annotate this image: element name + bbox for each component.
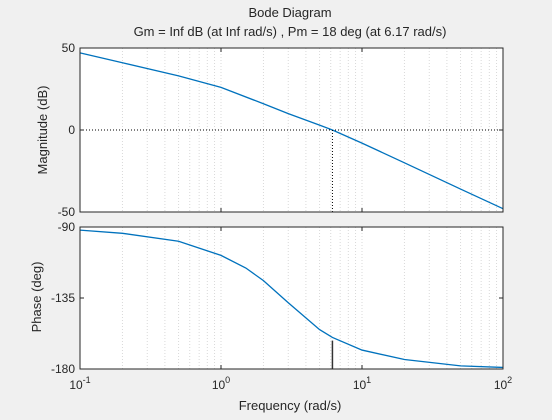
chart-title: Bode Diagram bbox=[248, 5, 331, 20]
magnitude-y-axis-label: Magnitude (dB) bbox=[35, 86, 50, 175]
phase-axes-frame bbox=[79, 226, 504, 370]
magnitude-y-tick-label: -50 bbox=[58, 205, 76, 219]
x-tick-label: 101 bbox=[353, 375, 371, 392]
x-axis-label: Frequency (rad/s) bbox=[239, 398, 342, 413]
x-tick-label: 10-1 bbox=[69, 375, 90, 392]
magnitude-y-tick-label: 50 bbox=[62, 41, 76, 55]
phase-series-line bbox=[79, 229, 504, 369]
phase-y-tick-label: -135 bbox=[51, 291, 75, 305]
x-tick-label: 100 bbox=[212, 375, 230, 392]
magnitude-panel: 50 0 -50 bbox=[58, 41, 504, 219]
phase-y-axis-label: Phase (deg) bbox=[29, 262, 44, 333]
magnitude-plot-area bbox=[80, 48, 503, 212]
magnitude-series-line bbox=[79, 52, 504, 210]
x-tick-label: 102 bbox=[494, 375, 512, 392]
magnitude-axes-frame bbox=[79, 47, 504, 213]
phase-y-tick-label: -90 bbox=[58, 220, 76, 234]
chart-subtitle: Gm = Inf dB (at Inf rad/s) , Pm = 18 deg… bbox=[134, 24, 447, 39]
magnitude-y-tick-label: 0 bbox=[68, 123, 75, 137]
phase-plot-area bbox=[80, 227, 503, 369]
phase-y-tick-label: -180 bbox=[51, 362, 75, 376]
